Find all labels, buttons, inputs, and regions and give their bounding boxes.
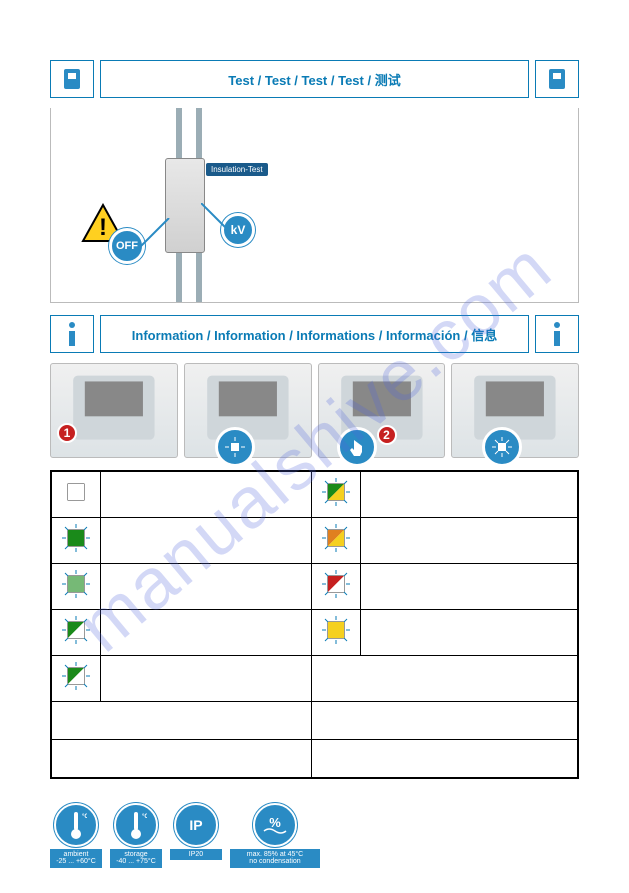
humidity-label: max. 85% at 45°Cno condensation bbox=[230, 849, 320, 868]
ip-icon: IP bbox=[174, 803, 218, 847]
svg-text:%: % bbox=[269, 815, 281, 830]
led-indicator-icon bbox=[320, 476, 352, 508]
desc-cell bbox=[361, 610, 578, 656]
led-cell bbox=[51, 471, 101, 518]
test-diagram: Insulation-Test ! OFF kV bbox=[50, 108, 579, 303]
desc-cell bbox=[101, 564, 312, 610]
badge-1: 1 bbox=[57, 423, 77, 443]
led-indicator-icon bbox=[320, 568, 352, 600]
info-title: Information / Information / Informations… bbox=[100, 315, 529, 353]
led-indicator-icon bbox=[60, 522, 92, 554]
test-header: Test / Test / Test / Test / 测试 bbox=[50, 60, 579, 98]
table-row bbox=[51, 471, 578, 518]
info-icon-left bbox=[50, 315, 94, 353]
pointer-line bbox=[141, 218, 171, 248]
led-cell bbox=[51, 740, 312, 778]
flash-icon bbox=[215, 427, 255, 467]
off-badge: OFF bbox=[109, 228, 145, 264]
thermometer-icon: °C bbox=[54, 803, 98, 847]
info-icon-right bbox=[535, 315, 579, 353]
thermometer-icon: °C bbox=[114, 803, 158, 847]
led-cell bbox=[51, 610, 101, 656]
led-cell bbox=[312, 610, 361, 656]
svg-text:°C: °C bbox=[142, 814, 147, 820]
humidity-spec: % max. 85% at 45°Cno condensation bbox=[230, 803, 320, 868]
desc-cell bbox=[101, 471, 312, 518]
insulation-label: Insulation-Test bbox=[206, 163, 268, 176]
badge-2: 2 bbox=[377, 425, 397, 445]
thumb-4 bbox=[451, 363, 579, 458]
thumb-2 bbox=[184, 363, 312, 458]
ip-label: IP20 bbox=[170, 849, 222, 861]
desc-cell bbox=[101, 518, 312, 564]
led-cell bbox=[51, 518, 101, 564]
test-title: Test / Test / Test / Test / 测试 bbox=[100, 60, 529, 98]
svg-text:!: ! bbox=[99, 214, 107, 241]
led-cell bbox=[51, 702, 312, 740]
thumb-1: 1 bbox=[50, 363, 178, 458]
ambient-spec: °C ambient-25 ... +60°C bbox=[50, 803, 102, 868]
breaker-device bbox=[165, 158, 205, 253]
desc-cell bbox=[361, 518, 578, 564]
spec-icons-row: °C ambient-25 ... +60°C °C storage-40 ..… bbox=[50, 803, 579, 868]
desc-cell bbox=[312, 740, 578, 778]
touch-icon bbox=[337, 427, 377, 467]
storage-spec: °C storage-40 ... +75°C bbox=[110, 803, 162, 868]
flash-icon bbox=[482, 427, 522, 467]
table-row bbox=[51, 610, 578, 656]
ip-spec: IP IP20 bbox=[170, 803, 222, 861]
led-status-table bbox=[50, 470, 579, 779]
desc-cell bbox=[312, 656, 578, 702]
desc-cell bbox=[312, 702, 578, 740]
led-indicator-icon bbox=[60, 660, 92, 692]
desc-cell bbox=[101, 610, 312, 656]
table-row bbox=[51, 656, 578, 702]
led-cell bbox=[312, 471, 361, 518]
desc-cell bbox=[361, 471, 578, 518]
desc-cell bbox=[101, 656, 312, 702]
led-indicator-icon bbox=[320, 522, 352, 554]
info-thumbnails: 1 2 bbox=[50, 363, 579, 458]
table-row bbox=[51, 702, 578, 740]
led-indicator-icon bbox=[60, 614, 92, 646]
humidity-icon: % bbox=[253, 803, 297, 847]
page-content: Test / Test / Test / Test / 测试 Insulatio… bbox=[0, 0, 629, 888]
led-indicator-icon bbox=[60, 568, 92, 600]
table-row bbox=[51, 518, 578, 564]
pointer-line bbox=[201, 203, 227, 233]
ambient-label: ambient-25 ... +60°C bbox=[50, 849, 102, 868]
led-indicator-icon bbox=[320, 614, 352, 646]
led-cell bbox=[312, 564, 361, 610]
led-cell bbox=[51, 564, 101, 610]
storage-label: storage-40 ... +75°C bbox=[110, 849, 162, 868]
table-row bbox=[51, 564, 578, 610]
led-indicator-icon bbox=[60, 476, 92, 508]
thumb-3: 2 bbox=[318, 363, 446, 458]
test-icon-right bbox=[535, 60, 579, 98]
svg-text:°C: °C bbox=[82, 814, 87, 820]
table-row bbox=[51, 740, 578, 778]
led-cell bbox=[312, 518, 361, 564]
led-cell bbox=[51, 656, 101, 702]
test-icon-left bbox=[50, 60, 94, 98]
info-header: Information / Information / Informations… bbox=[50, 315, 579, 353]
desc-cell bbox=[361, 564, 578, 610]
